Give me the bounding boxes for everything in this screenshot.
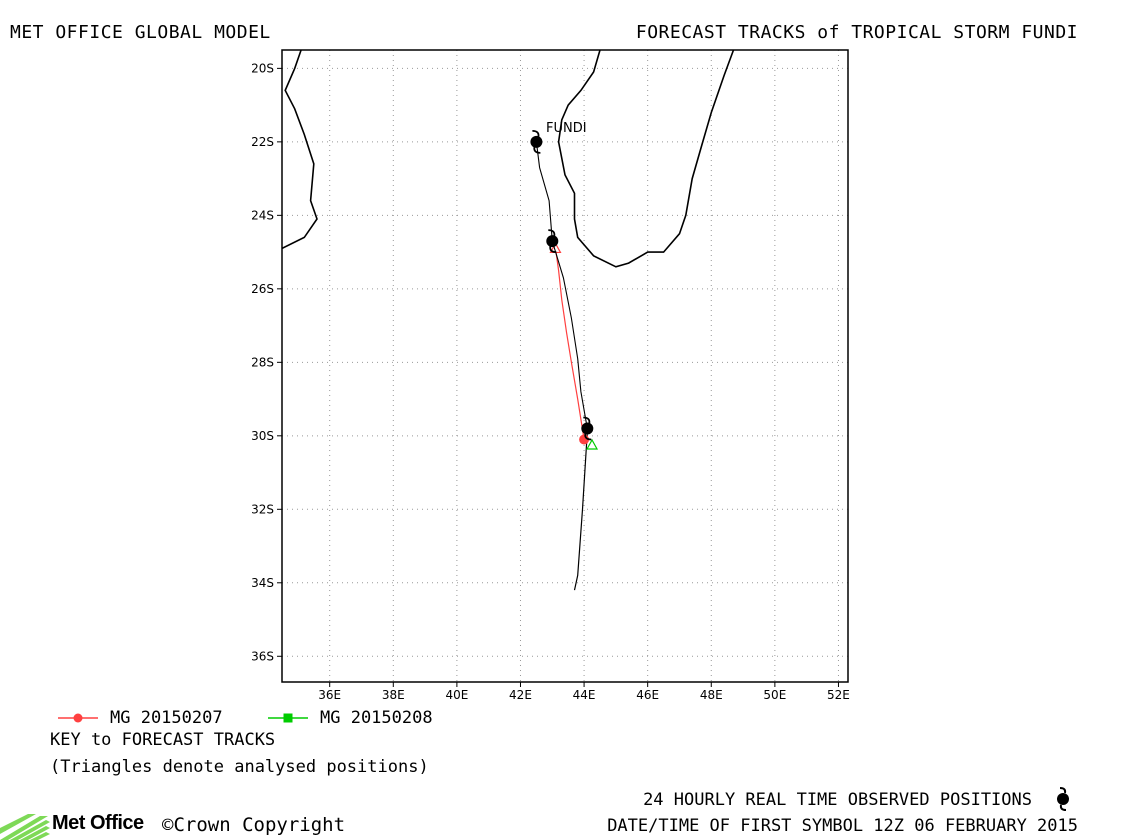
copyright-symbol: © <box>162 814 174 836</box>
tick-label-lat: 30S <box>251 429 274 443</box>
tick-label-lat: 24S <box>251 208 274 222</box>
legend-track2-label: MG 20150208 <box>320 708 433 728</box>
coastline-africa <box>282 50 318 250</box>
tick-label-lat: 34S <box>251 576 274 590</box>
observed-note: 24 HOURLY REAL TIME OBSERVED POSITIONS <box>643 790 1032 810</box>
axis-ticks: 36E 38E 40E 42E 44E 46E 48E 50E 52E 20S 22S 24S 26S 2… <box>251 61 850 702</box>
tick-label-lon: 52E <box>827 688 850 702</box>
analysed-position-triangle <box>586 438 599 450</box>
storm-label: FUNDI <box>546 121 587 136</box>
tick-label-lon: 44E <box>573 688 596 702</box>
copyright-text: Crown Copyright <box>173 814 346 836</box>
cyclone-arm <box>533 146 541 154</box>
key-title: KEY to FORECAST TRACKS <box>50 730 276 750</box>
cyclone-arm <box>584 433 592 441</box>
title-left: MET OFFICE GLOBAL MODEL <box>10 22 271 43</box>
tick-label-lon: 50E <box>763 688 786 702</box>
coastlines <box>282 50 735 268</box>
tick-label-lat: 22S <box>251 135 274 149</box>
copyright-notice: ©Crown Copyright <box>162 814 345 836</box>
key-note: (Triangles denote analysed positions) <box>50 757 429 777</box>
met-office-stripes-icon <box>0 814 50 840</box>
forecast-track-line <box>554 248 585 440</box>
title-right: FORECAST TRACKS of TROPICAL STORM FUNDI <box>635 22 1078 43</box>
cyclone-arm <box>548 229 556 237</box>
cyclone-icon <box>581 416 594 441</box>
first-symbol-datetime: DATE/TIME OF FIRST SYMBOL 12Z 06 FEBRUAR… <box>607 816 1078 836</box>
cyclone-arm <box>583 416 591 424</box>
cyclone-core <box>546 235 559 248</box>
forecast-track-line <box>573 432 588 591</box>
cyclone-icon <box>530 129 543 154</box>
legend-track1-symbol <box>58 713 98 723</box>
grid-lines <box>282 50 848 682</box>
tracks <box>530 129 599 591</box>
tick-label-lon: 48E <box>700 688 723 702</box>
cyclone-arm <box>532 129 540 138</box>
tick-label-lat: 32S <box>251 502 274 516</box>
cyclone-arm <box>549 245 557 254</box>
map-frame <box>281 49 849 683</box>
met-office-logo-text[interactable]: Met Office <box>52 812 144 834</box>
legend-track1-label: MG 20150207 <box>110 708 223 728</box>
tick-label-lat: 26S <box>251 282 274 296</box>
cyclone-icon <box>546 229 559 254</box>
cyclone-core <box>581 422 594 435</box>
tick-label-lon: 36E <box>318 688 341 702</box>
coastline-madagascar <box>557 50 735 268</box>
cyclone-core <box>530 135 543 148</box>
tick-label-lon: 40E <box>445 688 468 702</box>
tick-label-lon: 38E <box>382 688 405 702</box>
observed-track-line <box>535 141 588 429</box>
tick-label-lat: 28S <box>251 355 274 369</box>
legend-track2-symbol <box>268 713 308 723</box>
tick-label-lon: 42E <box>509 688 532 702</box>
tick-label-lat: 36S <box>251 649 274 663</box>
cyclone-icon <box>1057 787 1069 811</box>
tick-label-lon: 46E <box>636 688 659 702</box>
tick-label-lat: 20S <box>251 61 274 75</box>
